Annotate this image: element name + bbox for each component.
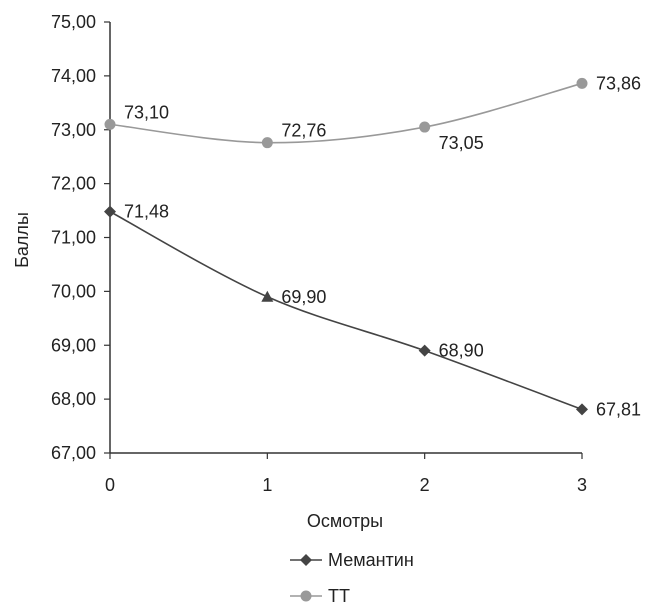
- legend-label: ТТ: [328, 586, 350, 603]
- series-line-1: [109, 210, 583, 411]
- data-label: 67,81: [596, 399, 641, 419]
- data-labels: 71,48 69,90 68,90 67,81 73,10 72,76 73,05 73,86: [124, 73, 641, 419]
- y-tick-label: 67,00: [51, 443, 96, 463]
- legend-label: Мемантин: [328, 550, 414, 570]
- series-line-2: [109, 82, 583, 144]
- series-1-point: [104, 205, 116, 218]
- data-label: 72,76: [281, 121, 326, 141]
- y-tick-label: 74,00: [51, 66, 96, 86]
- x-tick-label: 1: [262, 475, 272, 495]
- data-label: 71,48: [124, 202, 169, 222]
- series-lines: [109, 82, 583, 411]
- axes: 67,00 68,00 69,00 70,00 71,00 72,00 73,00 74,00…: [51, 12, 587, 495]
- series-2-point: [104, 118, 116, 130]
- data-label: 73,86: [596, 73, 641, 93]
- legend: Мемантин ТТ: [290, 550, 414, 603]
- y-tick-label: 72,00: [51, 174, 96, 194]
- data-label: 73,10: [124, 102, 169, 122]
- x-tick-label: 2: [420, 475, 430, 495]
- x-axis-title: Осмотры: [307, 511, 383, 531]
- series-1-point: [261, 290, 274, 302]
- y-tick-label: 71,00: [51, 228, 96, 248]
- y-axis-title: Баллы: [12, 212, 32, 268]
- legend-marker: [300, 590, 312, 602]
- legend-marker: [300, 554, 312, 566]
- y-tick-label: 68,00: [51, 389, 96, 409]
- y-tick-label: 73,00: [51, 120, 96, 140]
- data-label: 73,05: [439, 133, 484, 153]
- series-1-point: [576, 403, 588, 416]
- series-2-point: [261, 137, 273, 149]
- series-2-point: [419, 121, 431, 133]
- x-tick-label: 0: [105, 475, 115, 495]
- series-2-point: [576, 77, 588, 89]
- series-1-point: [418, 344, 431, 357]
- y-tick-label: 69,00: [51, 335, 96, 355]
- x-tick-label: 3: [577, 475, 587, 495]
- y-tick-label: 70,00: [51, 281, 96, 301]
- data-label: 68,90: [439, 341, 484, 361]
- series-markers: [104, 77, 588, 416]
- data-label: 69,90: [281, 287, 326, 307]
- y-tick-label: 75,00: [51, 12, 96, 32]
